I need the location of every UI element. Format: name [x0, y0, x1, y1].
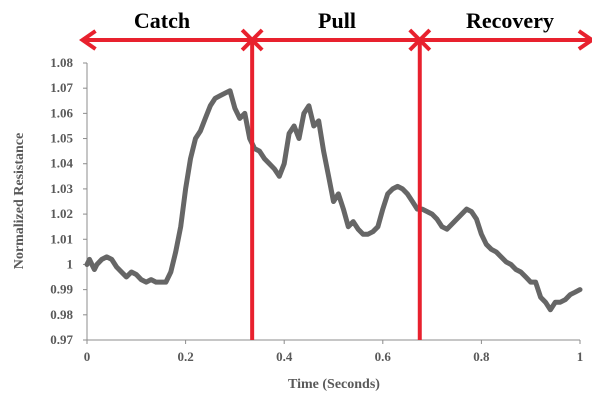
y-tick-label: 1.04: [50, 156, 73, 171]
axes: [86, 63, 580, 341]
x-tick-label: 0.6: [375, 349, 392, 364]
arrow-head: [79, 29, 97, 51]
y-tick-label: 1: [67, 256, 74, 271]
phase-label-pull: Pull: [318, 8, 356, 33]
x-tick-label: 0.8: [473, 349, 490, 364]
y-tick-label: 1.01: [50, 231, 73, 246]
y-tick-label: 1.07: [50, 80, 73, 95]
y-tick-label: 1.03: [50, 181, 73, 196]
phase-label-recovery: Recovery: [466, 8, 554, 33]
phase-label-catch: Catch: [134, 8, 190, 33]
x-ticks: 0 0.2 0.4 0.6 0.8 1: [84, 340, 584, 364]
y-tick-label: 1.06: [50, 105, 73, 120]
y-tick-label: 1.08: [50, 55, 73, 70]
y-tick-label: 0.97: [50, 332, 73, 347]
y-axis-title: Normalized Resistance: [12, 133, 27, 269]
phase-boundary-cross: [240, 28, 264, 52]
x-tick-label: 0.4: [276, 349, 293, 364]
phase-layer: [79, 28, 592, 340]
y-tick-label: 1.02: [50, 206, 73, 221]
y-tick-label: 0.99: [50, 282, 73, 297]
y-tick-label: 1.05: [50, 131, 73, 146]
x-axis-title: Time (Seconds): [288, 377, 380, 392]
y-tick-label: 0.98: [50, 307, 73, 322]
x-tick-label: 1: [577, 349, 584, 364]
series-layer: [84, 88, 583, 313]
x-tick-label: 0: [84, 349, 91, 364]
phase-labels: Catch Pull Recovery: [134, 8, 554, 33]
series-line: [84, 88, 583, 313]
phase-boundary-cross: [408, 28, 432, 52]
x-tick-label: 0.2: [177, 349, 193, 364]
y-ticks: 0.97 0.98 0.99 1 1.01 1.02 1.03 1.04 1.05 1.06 1.0…: [50, 55, 87, 347]
